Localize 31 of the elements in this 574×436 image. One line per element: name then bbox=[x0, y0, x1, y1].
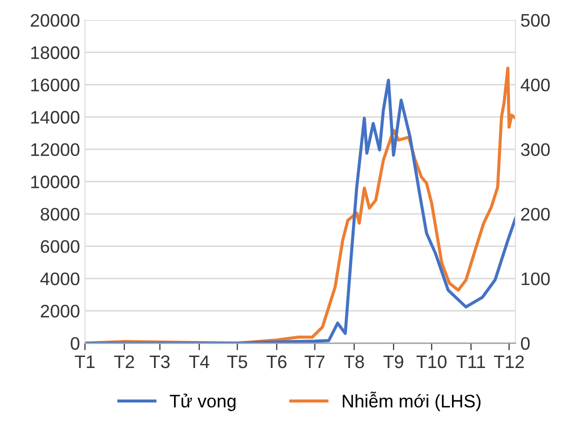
y2-tick-label: 500 bbox=[521, 14, 550, 27]
x-tick-label: T9 bbox=[383, 355, 404, 368]
x-tick-label: T12 bbox=[494, 355, 524, 368]
x-tick-label: T2 bbox=[114, 355, 134, 368]
x-tick-label: T1 bbox=[74, 356, 95, 368]
x-tick-label: T7 bbox=[304, 356, 324, 368]
legend-label: Nhiễm mới (LHS) bbox=[342, 392, 480, 412]
x-tick-label: T5 bbox=[227, 356, 248, 368]
y-tick-label: 6000 bbox=[40, 240, 80, 253]
y-tick-label: 8000 bbox=[40, 208, 80, 221]
x-tick-label: T3 bbox=[150, 355, 170, 368]
x-tick-label: T4 bbox=[189, 356, 210, 368]
y-tick-label: 18000 bbox=[31, 46, 80, 60]
y2-tick-label: 0 bbox=[521, 337, 530, 350]
y-tick-label: 4000 bbox=[40, 272, 80, 286]
x-tick-label: T8 bbox=[344, 355, 364, 368]
legend-label: Tử vong bbox=[170, 394, 236, 412]
y2-tick-label: 200 bbox=[521, 208, 550, 221]
y-tick-label: 16000 bbox=[31, 78, 80, 92]
y-tick-label: 20000 bbox=[30, 14, 80, 27]
y-tick-label: 12000 bbox=[31, 143, 80, 156]
x-tick-label: T6 bbox=[266, 355, 286, 368]
x-tick-label: T10 bbox=[416, 355, 446, 368]
y-tick-label: 14000 bbox=[31, 110, 80, 124]
y2-tick-label: 400 bbox=[520, 78, 550, 92]
y2-tick-label: 100 bbox=[522, 272, 550, 286]
y-tick-label: 2000 bbox=[40, 304, 80, 318]
x-tick-label: T11 bbox=[456, 356, 486, 368]
y-tick-label: 10000 bbox=[31, 176, 80, 188]
y-tick-label: 0 bbox=[70, 337, 80, 350]
y2-tick-label: 300 bbox=[521, 143, 550, 156]
